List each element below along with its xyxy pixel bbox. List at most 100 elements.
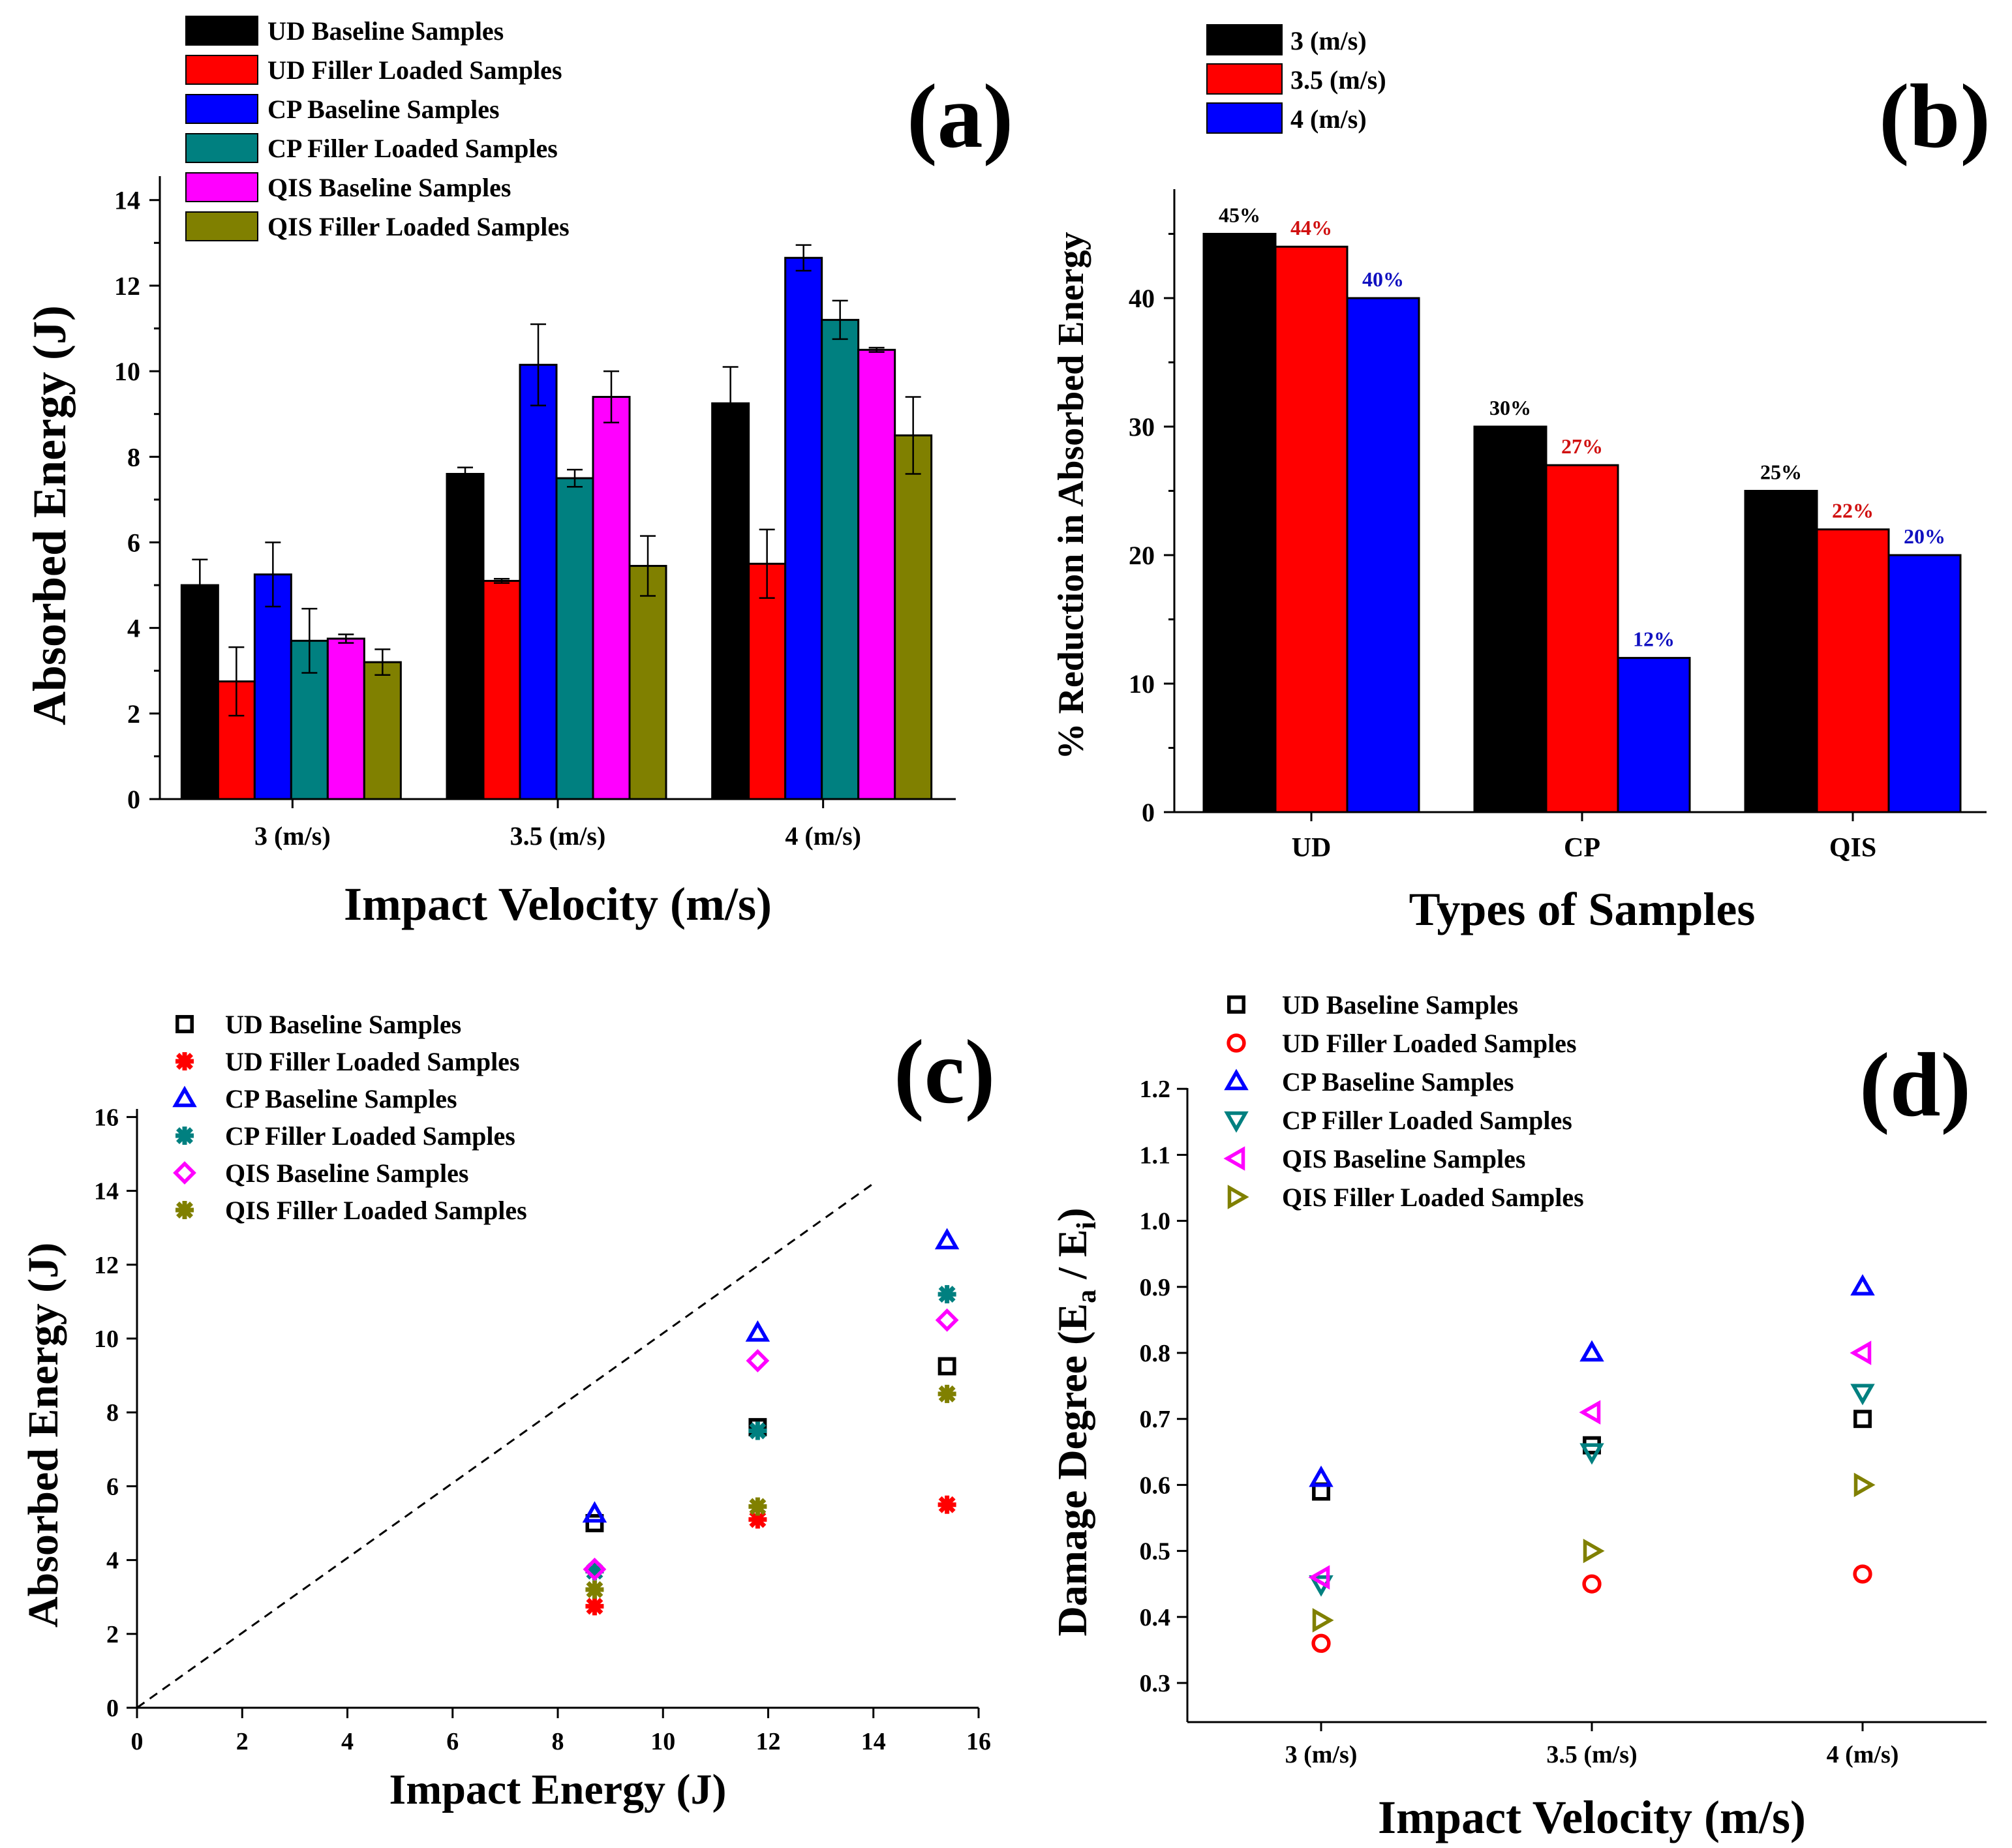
panel-a-bar [857,348,896,800]
panel-c-x-tick-label: 8 [552,1728,564,1755]
panel-d-legend-label: QIS Baseline Samples [1282,1144,1525,1174]
panel-a-legend-swatch [185,55,258,85]
panel-d-x-tick-label: 3 (m/s) [1285,1741,1358,1768]
panel-c-x-tick-label: 6 [446,1728,459,1755]
panel-d-legend-marker-shape [1224,1068,1249,1091]
panel-d-point [1579,1443,1604,1465]
panel-d-y-tick-label: 0.5 [1140,1538,1171,1566]
panel-c-x-axis-title: Impact Energy (J) [389,1766,727,1813]
panel-d-legend-label: CP Baseline Samples [1282,1067,1514,1097]
panel-d-point [1311,1633,1331,1653]
panel-c-point-shape [582,1501,607,1523]
panel-d-point [1583,1538,1605,1564]
panel-b-bar [1473,425,1547,813]
panel-c-point [585,1580,604,1599]
panel-d-y-tick-label: 1.1 [1140,1142,1171,1169]
panel-b-data-label: 12% [1633,628,1675,651]
panel-c-legend-marker-stroke [176,1202,193,1219]
panel-a-legend-label: QIS Baseline Samples [267,173,511,202]
panel-b-legend-label: 3.5 (m/s) [1290,65,1386,95]
panel-d-point [1850,1341,1872,1365]
panel-c-legend-marker [175,1015,194,1033]
panel-b-legend-label: 3 (m/s) [1290,26,1367,55]
panel-d-y-tick-label: 1.0 [1140,1208,1171,1235]
panel-c-x-tick-label: 14 [861,1728,886,1755]
panel-a-y-tick-label: 6 [127,528,140,557]
panel-c-point [935,1308,959,1332]
panel-b-bar [1346,297,1420,813]
panel-c-point-shape [746,1349,770,1372]
panel-a-legend-swatch [185,94,258,124]
panel-b-legend-swatch [1206,24,1283,55]
panel-a-axes: 3 (m/s) 3.5 (m/s) 4 (m/s) 0 2 4 6 8 10 12 14 [114,176,956,851]
panel-c-point-stroke [938,1286,956,1303]
panel-d-point-shape [1309,1465,1334,1487]
panel-c-y-tick-label: 8 [106,1399,119,1427]
panel-c-point [748,1497,767,1516]
panel-d-point [1309,1465,1334,1487]
panel-b-bar [1816,528,1890,813]
panel-c-point-stroke [749,1511,767,1528]
panel-c-point [937,1495,956,1514]
panel-c-legend-marker-stroke [176,1053,193,1070]
panel-d-point-shape [1579,1400,1601,1425]
panel-b-data-label: 30% [1489,396,1531,419]
panel-a-label: (a) [907,66,1013,167]
panel-b-bar [1887,554,1962,813]
panel-c-point-shape [745,1320,770,1342]
panel-c-x-tick-label: 16 [966,1728,991,1755]
panel-a-y-tick-label: 2 [127,699,140,729]
panel-b-legend-label: 4 (m/s) [1290,104,1367,134]
panel-d-point [1853,1564,1872,1584]
panel-b-data-label: 27% [1561,434,1603,458]
panel-d-y-title-mid: / E [1049,1229,1095,1289]
panel-d-x-axis-title: Impact Velocity (m/s) [1378,1791,1806,1843]
panel-b-y-tick-label: 20 [1129,541,1155,570]
panel-d-y-tick-label: 0.3 [1140,1670,1171,1697]
panel-c-x-tick-label: 4 [341,1728,354,1755]
panel-d-y-tick-label: 0.6 [1140,1472,1171,1499]
panel-d-y-tick-label: 0.8 [1140,1340,1171,1367]
panel-c-y-tick-label: 4 [106,1547,119,1575]
panel-a-bar [748,562,787,800]
panel-a: (a) UD Baseline Samples UD Filler Loaded … [23,16,1013,930]
panel-c-y-tick-label: 0 [106,1695,119,1722]
panel-a-y-tick-label: 8 [127,442,140,472]
panel-b-data-label: 20% [1904,524,1945,548]
panel-d-point-shape [1850,1384,1875,1406]
panel-d-legend-marker-shape [1227,1185,1249,1209]
panel-c-legend-label: QIS Baseline Samples [225,1159,468,1188]
panel-d-label: (d) [1859,1035,1971,1136]
panel-c-x-tick-label: 0 [131,1728,144,1755]
panel-d-x-tick-label: 3.5 (m/s) [1546,1741,1637,1768]
panel-a-x-axis-title: Impact Velocity (m/s) [344,878,772,930]
panel-a-y-tick-label: 4 [127,614,140,643]
panel-b-bar [1274,245,1349,813]
panel-b-bars: 45% 44% 40% 30% 27% 12% 25% 22% 20% [1202,204,1962,813]
panel-d-point [1853,1472,1876,1498]
panel-a-bar [326,637,365,800]
panel-b-x-tick-label: QIS [1829,833,1876,863]
panel-c-point-shape [935,1308,959,1332]
panel-c-x-tick-label: 10 [650,1728,675,1755]
panel-c-point [937,1384,956,1403]
panel-c-y-tick-label: 10 [94,1325,119,1353]
panel-c-legend-label: UD Filler Loaded Samples [225,1047,520,1076]
panel-a-legend-swatch [185,172,258,202]
panel-a-legend-label: CP Baseline Samples [267,95,500,124]
panel-d-y-title-sub-a: a [1072,1290,1102,1303]
panel-d-y-title-end: ) [1049,1207,1095,1221]
panel-a-x-tick-label: 3.5 (m/s) [510,821,606,851]
panel-d-axes: 0.3 0.4 0.5 0.6 0.7 0.8 0.9 1.0 1.1 1.2 3 (m/s) 3.5… [1140,1076,1987,1768]
panel-c: (c) UD Baseline Samples UD Filler Loaded … [20,1010,995,1813]
panel-c-point-shape [583,1557,607,1581]
panel-d-point [1579,1400,1601,1425]
panel-a-x-tick-label: 3 (m/s) [254,821,331,851]
panel-c-points [582,1228,960,1616]
panel-c-legend-marker [175,1201,194,1219]
panel-b-y-tick-label: 30 [1129,412,1155,442]
panel-a-bar [446,473,485,800]
panel-c-x-tick-label: 12 [756,1728,781,1755]
panel-d-legend-marker [1223,1146,1245,1171]
panel-d-legend-marker-shape [1224,1111,1249,1133]
